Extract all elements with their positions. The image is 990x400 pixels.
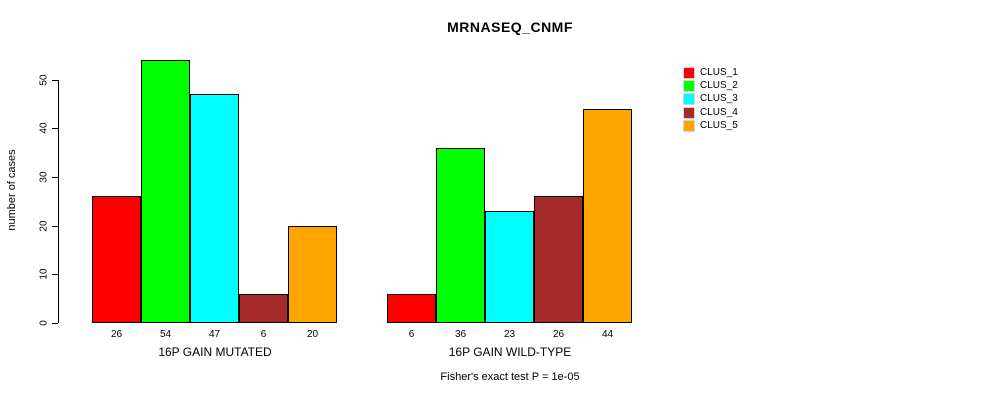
bar-value-label: 6	[408, 329, 415, 340]
legend-row-clus_1: CLUS_1	[684, 66, 738, 79]
bar-clus_5-group1	[288, 225, 337, 323]
group-label: 16P GAIN WILD-TYPE	[448, 345, 572, 359]
bar-value-label: 47	[208, 329, 221, 340]
fisher-test-annotation: Fisher's exact test P = 1e-05	[440, 371, 580, 383]
legend-label: CLUS_2	[700, 80, 738, 92]
legend-swatch-clus_1	[684, 67, 694, 78]
legend-swatch-clus_4	[684, 107, 694, 118]
group-label: 16P GAIN MUTATED	[158, 345, 272, 359]
legend-label: CLUS_1	[700, 66, 738, 78]
bar-clus_5-group2	[583, 108, 632, 323]
y-axis-tick-label: 50	[38, 74, 50, 86]
bar-value-label: 26	[552, 329, 565, 340]
legend-swatch-clus_5	[684, 121, 694, 132]
bar-value-label: 23	[503, 329, 516, 340]
legend-swatch-clus_3	[684, 94, 694, 105]
y-axis-tick-label: 10	[38, 268, 50, 280]
y-axis-tick	[52, 274, 58, 276]
bar-clus_1-group2	[387, 293, 436, 323]
y-axis-tick	[52, 225, 58, 227]
bar-clus_4-group2	[534, 196, 583, 323]
bar-value-label: 36	[454, 329, 467, 340]
legend-label: CLUS_4	[700, 106, 738, 118]
bar-clus_4-group1	[239, 293, 288, 323]
legend-row-clus_3: CLUS_3	[684, 93, 738, 106]
y-axis-label: number of cases	[6, 149, 18, 231]
legend-swatch-clus_2	[684, 81, 694, 92]
bar-clus_3-group1	[190, 94, 239, 323]
chart-title: MRNASEQ_CNMF	[447, 19, 573, 35]
bar-clus_3-group2	[485, 211, 534, 323]
legend-row-clus_5: CLUS_5	[684, 120, 738, 133]
y-axis-tick-label: 40	[38, 122, 50, 134]
y-axis-tick	[52, 79, 58, 81]
bar-value-label: 26	[110, 329, 123, 340]
legend-label: CLUS_3	[700, 93, 738, 105]
bar-clus_2-group1	[141, 60, 190, 323]
y-axis-tick-label: 20	[38, 220, 50, 232]
bar-value-label: 20	[306, 329, 319, 340]
legend-label: CLUS_5	[700, 120, 738, 132]
y-axis-tick	[52, 128, 58, 130]
legend-row-clus_2: CLUS_2	[684, 79, 738, 92]
y-axis-tick	[52, 177, 58, 179]
bar-clus_2-group2	[436, 147, 485, 323]
bar-value-label: 6	[260, 329, 267, 340]
bar-value-label: 44	[601, 329, 614, 340]
y-axis-tick-label: 0	[38, 320, 50, 326]
bar-clus_1-group1	[92, 196, 141, 323]
bar-value-label: 54	[159, 329, 172, 340]
legend-row-clus_4: CLUS_4	[684, 106, 738, 119]
y-axis-tick	[52, 323, 58, 324]
y-axis-line	[58, 80, 59, 323]
y-axis-tick-label: 30	[38, 171, 50, 183]
legend: CLUS_1 CLUS_2 CLUS_3 CLUS_4 CLUS_5	[684, 66, 738, 133]
